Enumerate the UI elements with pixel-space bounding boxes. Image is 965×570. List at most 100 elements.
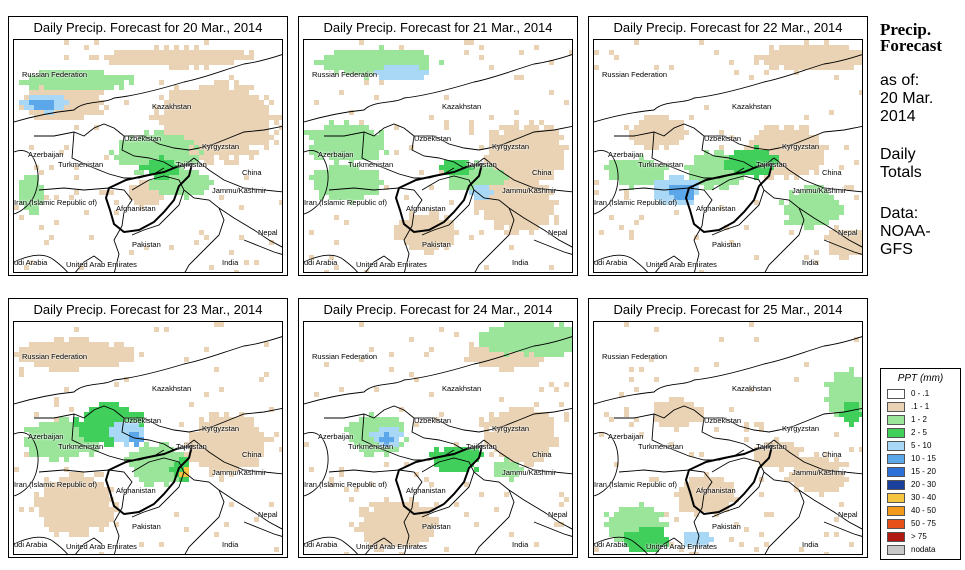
legend-swatch [887,441,905,451]
place-label-kyrgyzstan: Kyrgyzstan [782,424,820,433]
place-label-uzbekistan: Uzbekistan [124,134,162,143]
legend-label: nodata [911,545,936,554]
place-label-india: India [802,540,819,549]
place-label-afghanistan: Afghanistan [406,486,446,495]
totals-line1: Daily [880,146,916,163]
legend-swatch [887,506,905,516]
place-label-uae: United Arab Emirates [66,542,137,551]
legend-label: 50 - 75 [911,519,936,528]
legend-swatch [887,467,905,477]
place-label-jammu: Jammu/Kashmir [502,186,557,195]
forecast-panel-1: Daily Precip. Forecast for 20 Mar., 2014… [8,16,288,276]
legend-item: 15 - 20 [887,467,957,478]
map-canvas [594,40,862,272]
panel-title: Daily Precip. Forecast for 25 Mar., 2014 [613,302,843,317]
place-label-azerbaijan: Azerbaijan [28,432,64,441]
source-line3: GFS [880,241,913,258]
place-label-kazakhstan: Kazakhstan [152,102,192,111]
place-label-kyrgyzstan: Kyrgyzstan [492,424,530,433]
place-label-pakistan: Pakistan [422,522,451,531]
place-label-kazakhstan: Kazakhstan [442,102,482,111]
forecast-panel-2: Daily Precip. Forecast for 21 Mar., 2014… [298,16,578,276]
legend-label: 10 - 15 [911,454,936,463]
place-label-jammu: Jammu/Kashmir [502,468,557,477]
forecast-panel-3: Daily Precip. Forecast for 22 Mar., 2014… [588,16,868,276]
as-of-label: as of: [880,72,920,89]
panel-title: Daily Precip. Forecast for 23 Mar., 2014 [33,302,263,317]
map-canvas [304,322,572,554]
place-label-azerbaijan: Azerbaijan [608,432,644,441]
place-label-russia: Russian Federation [312,352,378,361]
place-label-india: India [512,258,529,267]
source-line1: Data: [880,205,919,222]
precip-map: Russian Federation Kazakhstan Uzbekistan Ky… [593,39,863,273]
panel-title: Daily Precip. Forecast for 21 Mar., 2014 [323,20,553,35]
legend-item: 10 - 15 [887,454,957,465]
place-label-uzbekistan: Uzbekistan [124,416,162,425]
place-label-turkmenistan: Turkmenistan [58,442,104,451]
legend-swatch [887,454,905,464]
legend-item: 50 - 75 [887,519,957,530]
place-label-nepal: Nepal [548,228,568,237]
place-label-tajikistan: Tajikistan [756,160,787,169]
place-label-uae: United Arab Emirates [66,260,137,269]
panel-title: Daily Precip. Forecast for 24 Mar., 2014 [323,302,553,317]
forecast-panel-5: Daily Precip. Forecast for 24 Mar., 2014… [298,298,578,558]
place-label-afghanistan: Afghanistan [406,204,446,213]
place-label-india: India [512,540,529,549]
panel-title: Daily Precip. Forecast for 20 Mar., 2014 [33,20,263,35]
place-label-nepal: Nepal [258,228,278,237]
place-label-pakistan: Pakistan [422,240,451,249]
place-label-turkmenistan: Turkmenistan [638,160,684,169]
place-label-india: India [802,258,819,267]
place-label-pakistan: Pakistan [712,240,741,249]
source-line2: NOAA- [880,223,931,240]
place-label-kazakhstan: Kazakhstan [152,384,192,393]
place-label-nepal: Nepal [838,510,858,519]
legend-item: > 75 [887,532,957,543]
legend-label: 15 - 20 [911,467,936,476]
map-canvas [14,322,282,554]
place-label-tajikistan: Tajikistan [466,442,497,451]
place-label-saudi: udi Arabia [594,258,628,267]
place-label-saudi: udi Arabia [304,540,338,549]
place-label-saudi: udi Arabia [594,540,628,549]
place-label-china: China [532,450,552,459]
place-label-china: China [822,168,842,177]
precip-legend: PPT (mm) 0 - .1 .1 - 1 1 - 2 2 - 5 5 - 10 10 … [880,368,961,560]
place-label-iran: Iran (Islamic Republic of) [304,480,387,489]
place-label-china: China [242,168,262,177]
legend-label: .1 - 1 [911,402,930,411]
legend-item: 30 - 40 [887,493,957,504]
legend-swatch [887,415,905,425]
place-label-russia: Russian Federation [602,70,668,79]
place-label-tajikistan: Tajikistan [756,442,787,451]
place-label-iran: Iran (Islamic Republic of) [14,480,97,489]
place-label-uae: United Arab Emirates [646,260,717,269]
place-label-china: China [242,450,262,459]
place-label-jammu: Jammu/Kashmir [792,186,847,195]
map-canvas [304,40,572,272]
place-label-afghanistan: Afghanistan [116,204,156,213]
place-label-saudi: udi Arabia [14,258,48,267]
place-label-kazakhstan: Kazakhstan [732,384,772,393]
totals-line2: Totals [880,164,922,181]
legend-swatch [887,402,905,412]
place-label-azerbaijan: Azerbaijan [28,150,64,159]
place-label-kazakhstan: Kazakhstan [442,384,482,393]
place-label-uae: United Arab Emirates [356,542,427,551]
sidebar-title: Precip. Forecast [880,21,942,54]
place-label-tajikistan: Tajikistan [466,160,497,169]
place-label-azerbaijan: Azerbaijan [608,150,644,159]
place-label-nepal: Nepal [548,510,568,519]
map-canvas [594,322,862,554]
precip-map: Russian Federation Kazakhstan Uzbekistan Ky… [303,321,573,555]
place-label-pakistan: Pakistan [132,240,161,249]
place-label-uzbekistan: Uzbekistan [704,416,742,425]
place-label-kazakhstan: Kazakhstan [732,102,772,111]
place-label-tajikistan: Tajikistan [176,160,207,169]
place-label-afghanistan: Afghanistan [696,204,736,213]
place-label-china: China [532,168,552,177]
legend-label: 2 - 5 [911,428,928,437]
legend-swatch [887,519,905,529]
